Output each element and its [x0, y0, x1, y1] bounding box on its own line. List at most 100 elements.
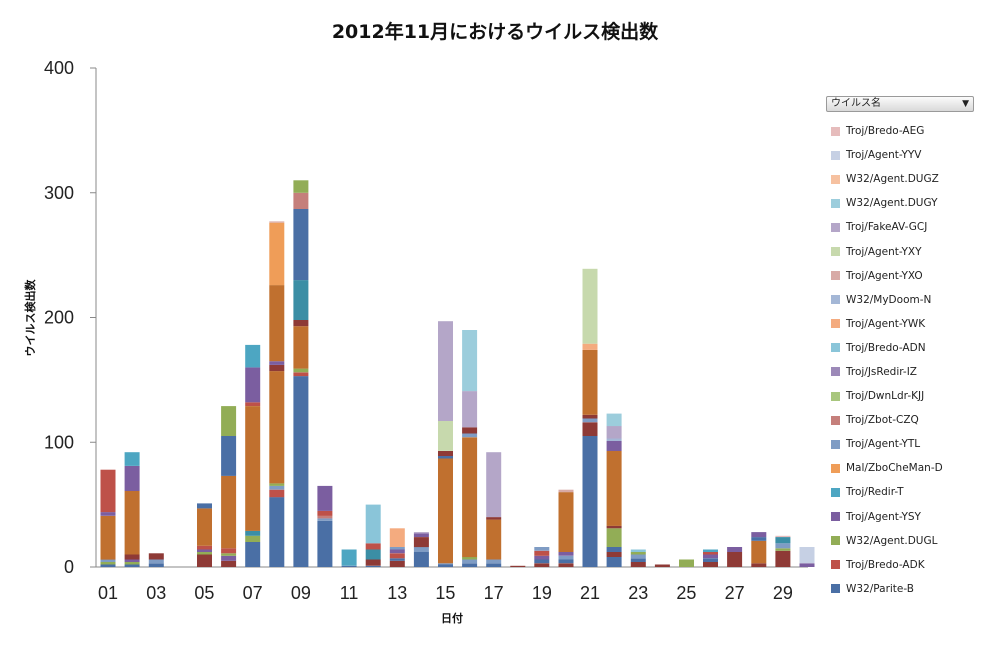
bar-segment	[413, 552, 429, 567]
bar-segment	[630, 549, 646, 552]
bar-segment	[606, 525, 622, 529]
legend-swatch	[831, 222, 840, 232]
bar-segment	[630, 562, 646, 567]
legend-item: W32/Agent.DUGZ	[826, 167, 974, 191]
bar-segment	[654, 564, 670, 567]
bar-segment	[389, 558, 405, 561]
bar-segment	[269, 285, 285, 362]
bar-segment	[438, 456, 453, 459]
filter-label: ウイルス名	[831, 98, 881, 109]
x-tick-label: 13	[387, 583, 407, 603]
bar-segment	[341, 565, 357, 567]
legend-swatch	[831, 536, 840, 546]
bar-segment	[100, 469, 116, 513]
legend-item: Troj/Agent-YYV	[826, 143, 974, 167]
bar-segment	[775, 548, 791, 551]
legend-swatch	[831, 150, 840, 160]
legend-label: W32/Agent.DUGL	[846, 534, 938, 547]
bars	[100, 180, 815, 567]
bar-segment	[293, 368, 309, 373]
legend-item: W32/MyDoom-N	[826, 288, 974, 312]
bar-segment	[558, 492, 574, 552]
bar-segment	[269, 361, 285, 365]
legend-item: Troj/FakeAV-GCJ	[826, 215, 974, 239]
bar-segment	[197, 554, 212, 567]
legend-item: W32/Parite-B	[826, 577, 974, 601]
bar-segment	[389, 560, 405, 567]
legend-item: Troj/DwnLdr-KJJ	[826, 384, 974, 408]
bar-segment	[365, 565, 381, 567]
bar-segment	[582, 268, 598, 344]
bar-segment	[269, 371, 285, 484]
bar-segment	[413, 547, 429, 552]
legend-swatch	[831, 367, 840, 377]
y-ticks: 0 100 200 300 400	[44, 58, 96, 577]
bar-segment	[124, 564, 140, 567]
bar-segment	[462, 557, 478, 560]
bar-segment	[197, 508, 212, 546]
legend-label: Troj/Agent-YTL	[846, 438, 921, 451]
x-tick-label: 05	[194, 583, 214, 603]
legend-label: Troj/Agent-YXO	[846, 269, 923, 282]
bar-segment	[582, 418, 598, 423]
legend-item: Troj/Bredo-ADK	[826, 553, 974, 577]
bar-segment	[269, 497, 285, 567]
bar-segment	[462, 559, 478, 564]
bar-segment	[197, 549, 212, 552]
bar-segment	[293, 192, 309, 209]
bar-segment	[751, 563, 767, 567]
legend-label: Mal/ZboCheMan-D	[846, 462, 943, 475]
x-tick-label: 07	[243, 583, 263, 603]
bar-segment	[703, 549, 718, 552]
legend-label: Troj/Bredo-ADN	[846, 341, 926, 354]
bar-segment	[775, 550, 791, 567]
bar-segment	[558, 563, 574, 567]
bar-segment	[293, 209, 309, 281]
bar-segment	[293, 326, 309, 369]
bar-segment	[606, 441, 622, 451]
y-tick-label: 0	[64, 557, 74, 577]
y-tick-label: 100	[44, 432, 74, 452]
legend-item: W32/Agent.DUGY	[826, 191, 974, 215]
x-tick-label: 25	[676, 583, 696, 603]
bar-segment	[606, 413, 622, 427]
bar-segment	[534, 550, 550, 556]
bar-segment	[630, 554, 646, 559]
legend-label: Troj/JsRedir-IZ	[846, 365, 917, 378]
bar-segment	[510, 565, 526, 567]
bar-segment	[630, 552, 646, 555]
legend-label: Troj/Agent-YWK	[846, 317, 926, 330]
bar-segment	[317, 518, 333, 521]
bar-segment	[269, 221, 285, 223]
legend-label: W32/Agent.DUGZ	[846, 173, 939, 186]
bar-segment	[606, 451, 622, 526]
y-tick-label: 200	[44, 308, 74, 328]
bar-segment	[100, 564, 116, 567]
bar-segment	[486, 517, 502, 520]
bar-segment	[389, 549, 405, 554]
x-tick-label: 11	[340, 583, 359, 603]
bar-segment	[245, 367, 261, 403]
bar-segment	[462, 437, 478, 558]
virus-name-filter-dropdown[interactable]: ウイルス名 ▼	[826, 96, 974, 112]
x-tick-label: 29	[773, 583, 793, 603]
legend-item: Troj/Agent-YSY	[826, 505, 974, 529]
legend-label: Troj/Agent-YYV	[846, 149, 922, 162]
bar-segment	[197, 503, 212, 509]
legend-label: W32/MyDoom-N	[846, 293, 932, 306]
bar-segment	[124, 466, 140, 491]
chevron-down-icon[interactable]: ▼	[962, 99, 969, 109]
bar-segment	[245, 535, 261, 542]
legend-swatch	[831, 512, 840, 522]
bar-segment	[148, 559, 164, 564]
legend: ウイルス名 ▼ Troj/Bredo-AEG Troj/Agent-YYV W32/…	[826, 96, 974, 601]
bar-segment	[606, 557, 622, 567]
bar-segment	[269, 222, 285, 286]
bar-segment	[582, 414, 598, 419]
bar-segment	[221, 548, 237, 554]
legend-item: W32/Agent.DUGL	[826, 529, 974, 553]
bar-segment	[293, 180, 309, 193]
bar-segment	[100, 512, 116, 516]
